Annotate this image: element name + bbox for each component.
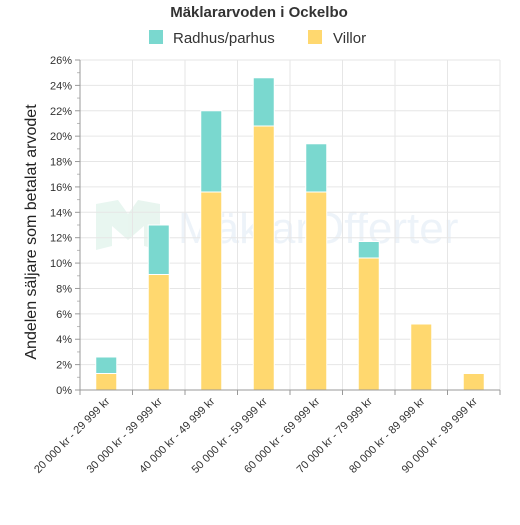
y-tick-label: 2% [56, 360, 72, 372]
bar-radhus-parhus-4 [305, 143, 328, 193]
y-tick-label: 22% [50, 106, 72, 118]
bar-radhus-parhus-0 [95, 356, 118, 374]
bar-radhus-parhus-3 [252, 77, 275, 127]
y-tick-label: 12% [50, 233, 72, 245]
axes [75, 59, 501, 395]
y-tick-label: 24% [50, 80, 72, 92]
legend-swatch-radhus [149, 30, 163, 44]
bar-villor-2 [200, 191, 223, 391]
y-tick-label: 10% [50, 258, 72, 270]
y-tick-label: 16% [50, 182, 72, 194]
bar-villor-5 [357, 257, 380, 391]
bar-villor-7 [462, 373, 485, 391]
bar-radhus-parhus-2 [200, 110, 223, 193]
bar-villor-1 [147, 274, 170, 391]
y-tick-label: 4% [56, 334, 72, 346]
bar-villor-6 [410, 323, 433, 391]
legend: Radhus/parhus Villor [149, 30, 366, 47]
y-tick-label: 0% [56, 385, 72, 397]
y-tick-label: 20% [50, 131, 72, 143]
bar-radhus-parhus-5 [357, 241, 380, 259]
legend-swatch-villor [308, 30, 322, 44]
bars [95, 77, 485, 391]
bar-villor-3 [252, 125, 275, 391]
legend-label-villor: Villor [333, 30, 366, 47]
bar-villor-0 [95, 373, 118, 391]
y-tick-label: 18% [50, 157, 72, 169]
legend-label-radhus: Radhus/parhus [173, 30, 275, 47]
bar-villor-4 [305, 191, 328, 391]
y-tick-label: 8% [56, 283, 72, 295]
chart-title: Mäklararvoden i Ockelbo [170, 4, 348, 21]
y-tick-label: 26% [50, 55, 72, 67]
y-axis-label: Andelen säljare som betalat arvodet [23, 104, 40, 360]
bar-radhus-parhus-1 [147, 224, 170, 275]
y-tick-labels: 0% 2% 4% 6% 8% 10% 12% 14% 16% 18% 20% 22% 24% 26% [50, 55, 72, 397]
y-tick-label: 6% [56, 309, 72, 321]
y-tick-label: 14% [50, 207, 72, 219]
